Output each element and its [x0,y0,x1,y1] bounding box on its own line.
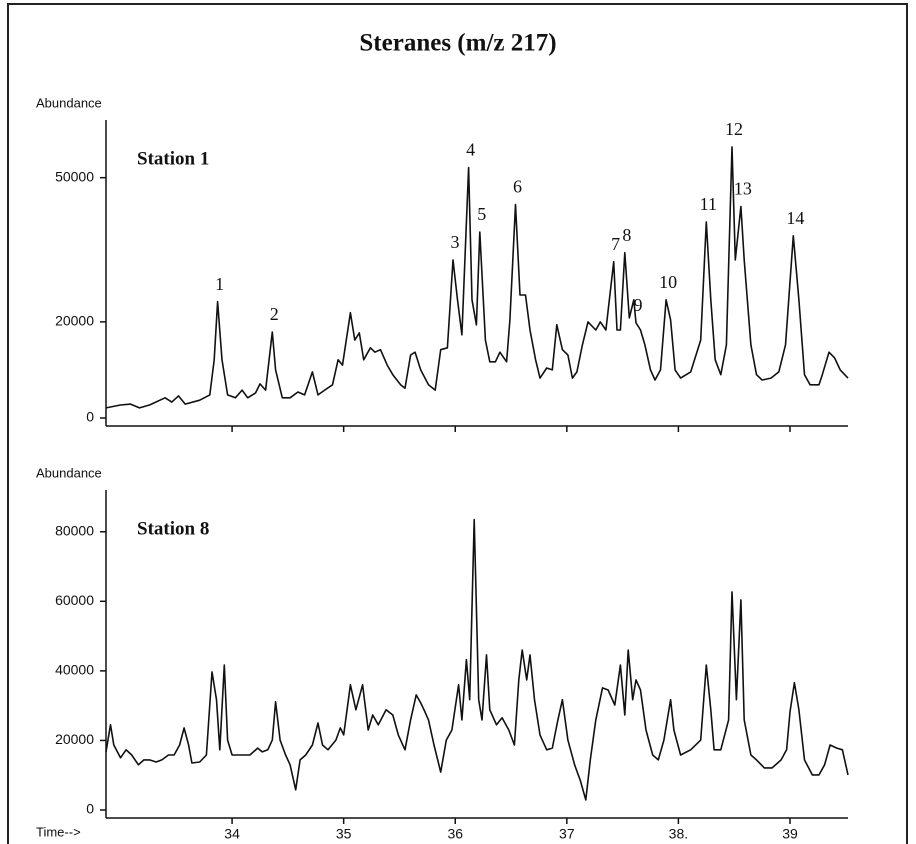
y-tick-label: 20000 [55,313,94,329]
peak-label: 7 [611,234,620,254]
y-tick-label: 50000 [55,168,94,184]
x-tick-label: 35 [336,826,352,842]
x-tick-label: 37 [559,826,575,842]
peak-label: 13 [734,179,752,199]
peak-label: 1 [215,274,224,294]
y-tick-label: 0 [86,801,94,817]
y-tick-label: 0 [86,409,94,425]
peak-label: 3 [451,232,460,252]
y-tick-label: 80000 [55,522,94,538]
peak-label: 6 [513,177,522,197]
peak-label: 12 [725,119,743,139]
frame [7,3,908,844]
peak-label: 11 [700,194,717,214]
peak-label: 9 [634,295,643,315]
y-tick-label: 40000 [55,662,94,678]
x-tick-label: 36 [447,826,463,842]
peak-label: 8 [622,225,631,245]
trace [105,518,849,801]
y-tick-label: 60000 [55,592,94,608]
peak-label: 10 [659,272,677,292]
x-axis-label: Time--> [36,824,81,839]
panel-label: Station 1 [137,148,209,169]
peak-label: 14 [786,208,804,228]
trace [105,146,849,409]
chart-title: Steranes (m/z 217) [359,30,556,57]
peak-label: 5 [477,204,486,224]
y-axis-label: Abundance [36,465,102,480]
x-tick-label: 39 [782,826,798,842]
x-tick-label: 34 [224,826,240,842]
peak-label: 4 [466,140,475,160]
y-axis-label: Abundance [36,95,102,110]
panel-label: Station 8 [137,518,209,539]
x-tick-label: 38. [669,826,688,842]
peak-label: 2 [270,304,279,324]
y-tick-label: 20000 [55,731,94,747]
